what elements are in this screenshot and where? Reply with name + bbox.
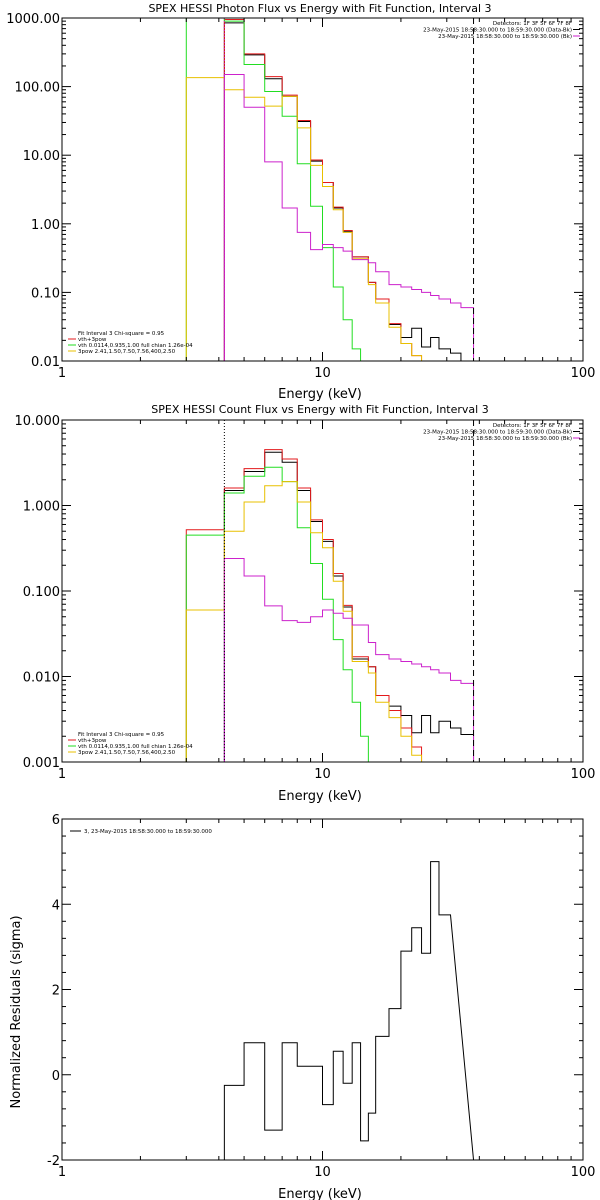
- y-tick-label: 0.001: [23, 756, 60, 771]
- count-flux-panel: SPEX HESSI Count Flux vs Energy with Fit…: [15, 403, 596, 804]
- legend-text: 23-May-2015 18:58:30.000 to 18:59:30.000…: [438, 436, 572, 442]
- y-tick-label: 100.00: [15, 81, 61, 96]
- y-tick-label: 0.01: [31, 355, 60, 370]
- legend-text: Fit Interval 3 Chi-square = 0.95: [78, 732, 165, 738]
- y-tick-label: 1.00: [31, 218, 60, 233]
- residuals-panel: Energy (keV) Normalized Residuals (sigma…: [9, 813, 595, 1200]
- legend-text: 3, 23-May-2015 18:58:30.000 to 18:59:30.…: [84, 829, 212, 835]
- plot-frame: [61, 818, 584, 1161]
- y-tick-label: 2: [52, 984, 60, 999]
- series-line-vth: [185, 466, 369, 762]
- legend-text: vth 0.0114,0.935,1.00 full chian 1.26e-0…: [78, 343, 193, 349]
- y-tick-label: 0.10: [31, 286, 60, 301]
- y-tick-label: 4: [52, 898, 60, 913]
- x-axis-label: Energy (keV): [278, 789, 362, 804]
- chart-title: SPEX HESSI Count Flux vs Energy with Fit…: [151, 403, 488, 416]
- x-tick-label: 1: [58, 1165, 66, 1180]
- series-line-vth-3pow: [185, 449, 423, 762]
- series-group: [185, 18, 475, 361]
- legend-text: vth+3pow: [78, 738, 107, 744]
- x-tick-label: 10: [314, 366, 331, 381]
- legend-text: 23-May-2015 18:58:30.000 to 18:59:30.000…: [438, 34, 572, 40]
- x-tick-label: 1: [58, 767, 66, 782]
- series-line-vth-3pow: [223, 19, 423, 361]
- legend-text: 3pow 2.41,1.50,7.50,7.56,400,2.50: [78, 349, 176, 355]
- y-tick-label: 6: [52, 813, 60, 828]
- y-tick-label: 0.100: [23, 585, 60, 600]
- series-line-3-23-may-2015-18-58-30-000-to-18-59-30-000: [223, 861, 475, 1160]
- series-line-data-bk: [223, 22, 474, 361]
- legend-text: Detectors: 1F 3F 5F 6F 7F 8F: [493, 423, 572, 429]
- legend-text: vth 0.0114,0.935,1.00 full chian 1.26e-0…: [78, 744, 193, 750]
- y-tick-label: 1.000: [23, 500, 60, 515]
- y-tick-label: 1000.00: [6, 12, 60, 27]
- series-line-data-bk: [223, 451, 475, 762]
- legend-text: vth+3pow: [78, 337, 107, 343]
- y-axis-label: Normalized Residuals (sigma): [9, 915, 24, 1108]
- x-tick-label: 10: [314, 1165, 331, 1180]
- y-tick-label: 0: [52, 1069, 60, 1084]
- series-line-3pow: [185, 77, 423, 361]
- series-line-vth: [185, 18, 362, 361]
- x-tick-label: 10: [314, 767, 331, 782]
- series-line-bk: [223, 74, 475, 361]
- x-tick-label: 100: [571, 366, 596, 381]
- y-tick-label: 10.00: [23, 149, 60, 164]
- series-group: [185, 449, 475, 762]
- x-tick-label: 1: [58, 366, 66, 381]
- legend-text: Fit Interval 3 Chi-square = 0.95: [78, 331, 165, 337]
- y-tick-label: 10.000: [15, 414, 61, 429]
- x-axis-label: Energy (keV): [278, 1187, 362, 1200]
- legend-text: Detectors: 1F 3F 5F 6F 7F 8F: [493, 21, 572, 27]
- legend-text: 23-May-2015 18:58:30.000 to 18:59:30.000…: [423, 28, 572, 34]
- chart-title: SPEX HESSI Photon Flux vs Energy with Fi…: [148, 2, 491, 15]
- x-axis-label: Energy (keV): [278, 387, 362, 402]
- series-group: [223, 861, 475, 1160]
- x-tick-label: 100: [571, 767, 596, 782]
- y-tick-label: 0.010: [23, 671, 60, 686]
- plot-frame: [61, 17, 584, 362]
- x-tick-label: 100: [571, 1165, 596, 1180]
- legend-text: 23-May-2015 18:58:30.000 to 18:59:30.000…: [423, 430, 572, 436]
- series-line-bk: [223, 557, 475, 762]
- legend-text: 3pow 2.41,1.50,7.50,7.56,400,2.50: [78, 750, 176, 756]
- y-tick-label: -2: [47, 1154, 60, 1169]
- series-line-3pow: [185, 481, 423, 762]
- photon-flux-panel: SPEX HESSI Photon Flux vs Energy with Fi…: [6, 2, 595, 402]
